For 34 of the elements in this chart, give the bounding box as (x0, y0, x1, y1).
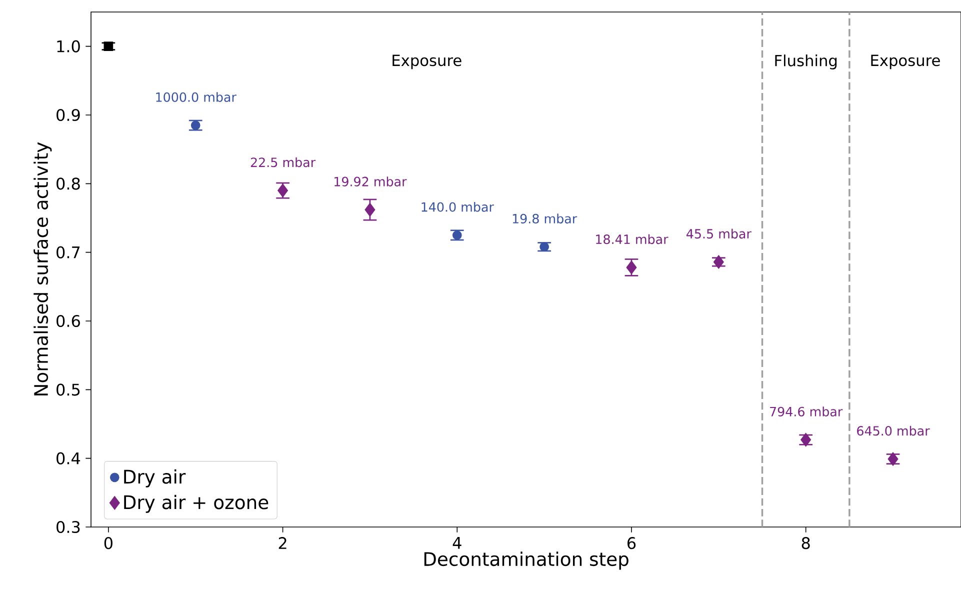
x-tick-label: 6 (628, 537, 636, 550)
annotation: 18.41 mbar (596, 234, 668, 244)
annotation: 794.6 mbar (770, 406, 843, 416)
point (540, 242, 549, 252)
point (364, 202, 376, 217)
y-tick-label: 0.5 (56, 384, 80, 396)
y-axis-title: Normalised surface activity (34, 142, 52, 396)
y-tick-label: 0.4 (56, 452, 80, 464)
x-tick-label: 2 (278, 537, 286, 549)
y-tick-label: 0.7 (56, 246, 80, 258)
annotation: 645.0 mbar (857, 426, 930, 436)
point (190, 120, 200, 130)
annotation: Exposure (392, 54, 462, 70)
annotation: 22.5 mbar (250, 157, 316, 168)
y-tick-label: 0.9 (56, 108, 80, 122)
annotation: 19.8 mbar (512, 214, 578, 224)
x-tick-label: 8 (802, 537, 810, 550)
annotation: 140.0 mbar (422, 202, 494, 212)
annotation: 45.5 mbar (686, 228, 752, 239)
y-tick-label: 0.3 (56, 520, 80, 534)
annotation: 1000.0 mbar (156, 92, 236, 102)
x-tick-label: 4 (452, 537, 462, 549)
y-tick-label: 1.0 (57, 40, 80, 52)
annotation: 19.92 mbar (334, 176, 407, 186)
annotation: Flushing (775, 54, 837, 70)
legend-label: Dry air + ozone (124, 494, 268, 513)
legend-label: Dry air (124, 469, 186, 488)
annotation: Exposure (871, 54, 940, 70)
point (452, 230, 462, 240)
x-tick-label: 0 (104, 537, 112, 550)
y-tick-label: 0.6 (56, 314, 80, 328)
point (104, 42, 114, 51)
y-tick-label: 0.8 (56, 178, 80, 190)
x-axis-title: Decontamination step (424, 552, 628, 570)
